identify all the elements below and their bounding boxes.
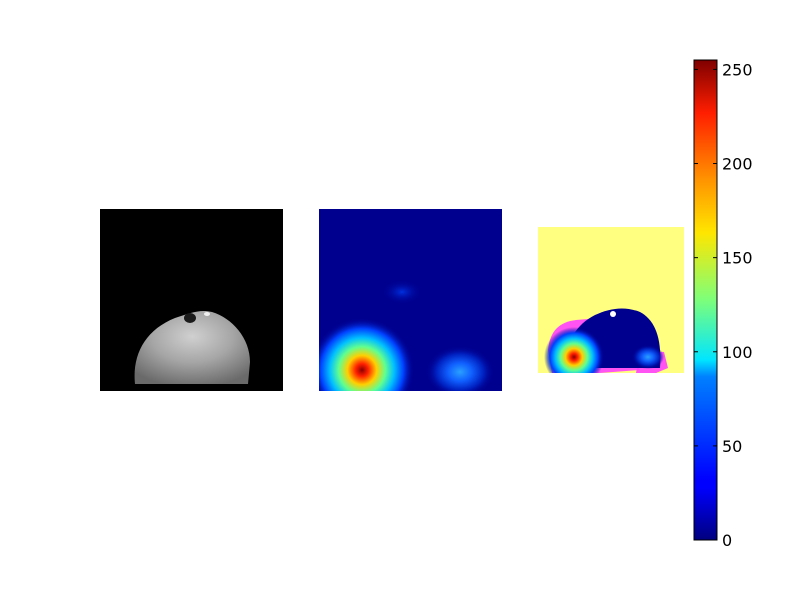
colorbar-tick-label: 100 — [722, 343, 753, 362]
colorbar-tick-label: 200 — [722, 155, 753, 174]
colorbar: 0 50 100 150 200 250 — [693, 59, 753, 550]
overlay-hotspot-right — [632, 345, 664, 369]
heatmap-hotspot-right — [426, 346, 494, 391]
colorbar-tick-label: 250 — [722, 60, 753, 79]
grayscale-bright-spot — [204, 312, 210, 316]
heatmap-hotspot-left — [319, 318, 414, 391]
panel-overlay — [538, 227, 684, 373]
colorbar-gradient — [693, 59, 718, 541]
heatmap-faint-spot — [382, 280, 422, 304]
colorbar-tick-label: 0 — [722, 531, 732, 550]
panel-heatmap — [319, 209, 502, 391]
colorbar-ticks: 0 50 100 150 200 250 — [694, 60, 753, 550]
overlay-hotspot-left — [544, 327, 604, 373]
overlay-white-spot — [610, 311, 616, 317]
panel-grayscale — [100, 209, 283, 391]
grayscale-shape — [134, 310, 250, 384]
colorbar-tick-label: 50 — [722, 437, 742, 456]
grayscale-dark-spot — [184, 313, 196, 323]
colorbar-tick-label: 150 — [722, 249, 753, 268]
